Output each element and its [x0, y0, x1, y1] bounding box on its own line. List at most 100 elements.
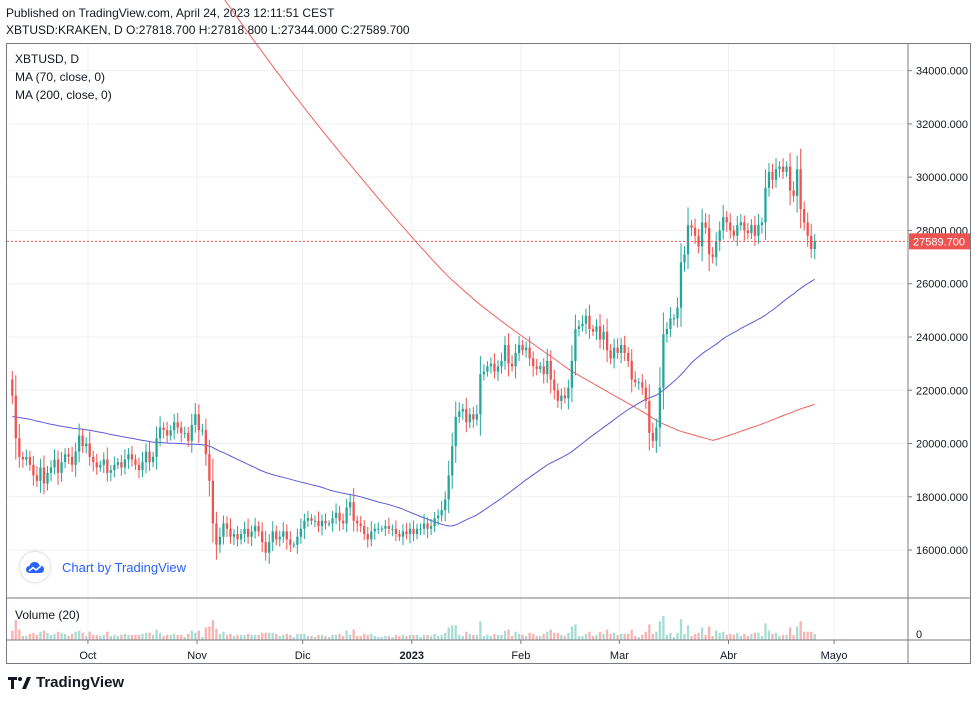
- volume-bar: [320, 634, 324, 640]
- volume-bar: [507, 629, 510, 640]
- candle: [718, 221, 721, 252]
- candle: [197, 404, 200, 444]
- tradingview-watermark[interactable]: Chart by TradingView: [20, 552, 186, 582]
- candle-body: [451, 446, 454, 476]
- volume-bar: [25, 635, 28, 640]
- candle-body: [722, 217, 725, 231]
- volume-bar: [788, 627, 792, 640]
- volume-bar: [669, 632, 672, 640]
- candle-body: [141, 462, 144, 471]
- volume-bar: [778, 635, 781, 640]
- volume-bar: [408, 634, 412, 640]
- volume-bar: [42, 630, 46, 640]
- candle-body: [729, 222, 732, 231]
- candle-body: [472, 414, 475, 420]
- tradingview-logo[interactable]: TradingView: [8, 674, 124, 691]
- candle-body: [225, 523, 229, 529]
- candle: [725, 210, 728, 232]
- candle-body: [422, 523, 426, 529]
- volume-bar: [426, 634, 429, 640]
- candle: [130, 445, 134, 467]
- candle: [764, 169, 767, 240]
- candle: [570, 345, 574, 403]
- volume-bar: [679, 619, 683, 640]
- chart-symbol-title: XBTUSD, D: [15, 52, 80, 66]
- candle-body: [373, 528, 376, 532]
- candle: [394, 520, 398, 542]
- volume-bar: [704, 634, 707, 640]
- candle: [451, 432, 454, 489]
- candle: [556, 383, 559, 408]
- candle: [658, 367, 662, 447]
- candle: [686, 207, 690, 269]
- candle: [53, 449, 56, 475]
- volume-bar: [359, 635, 362, 640]
- candle-body: [655, 427, 658, 441]
- volume-bar: [549, 629, 552, 640]
- candle: [85, 437, 88, 454]
- candle: [208, 439, 211, 497]
- candle-body: [465, 408, 468, 423]
- y-tick-label: 32000.000: [916, 119, 968, 131]
- volume-bar: [503, 630, 507, 640]
- candle-body: [623, 344, 626, 353]
- candle: [472, 407, 475, 428]
- candle-body: [253, 526, 257, 532]
- candle-body: [704, 222, 707, 228]
- candle: [757, 213, 760, 244]
- volume-bar: [56, 631, 60, 640]
- candle: [81, 428, 84, 454]
- volume-bar: [158, 632, 162, 640]
- volume-bar: [380, 637, 383, 640]
- candle: [665, 321, 669, 343]
- candle: [426, 517, 429, 539]
- tradingview-logo-icon: [8, 676, 31, 689]
- candle-body: [130, 454, 134, 460]
- volume-bar: [468, 633, 471, 640]
- volume-bar: [306, 635, 310, 640]
- volume-bar: [486, 634, 489, 640]
- candle-body: [366, 534, 369, 540]
- volume-bar: [377, 637, 380, 640]
- candle: [222, 515, 225, 545]
- volume-bar: [605, 629, 609, 640]
- candle-body: [162, 427, 165, 431]
- candle: [785, 161, 788, 177]
- volume-bar: [310, 635, 313, 640]
- candle-body: [278, 536, 281, 540]
- volume-bar: [651, 633, 654, 640]
- candle-body: [679, 262, 683, 308]
- candle-body: [310, 518, 313, 521]
- volume-bar: [204, 627, 207, 640]
- volume-bar: [602, 633, 605, 640]
- candle: [602, 324, 605, 350]
- candle-body: [282, 531, 285, 537]
- volume-bar: [130, 634, 134, 640]
- volume-bar: [556, 632, 559, 640]
- candle-body: [70, 456, 74, 465]
- volume-bar: [282, 634, 285, 640]
- candle-body: [173, 422, 176, 431]
- candle-body: [718, 230, 721, 242]
- candle-body: [127, 454, 130, 460]
- volume-bar: [53, 633, 56, 640]
- candle-body: [317, 520, 320, 527]
- volume-bar: [197, 630, 200, 640]
- candle: [676, 297, 679, 328]
- volume-bar: [194, 632, 197, 640]
- candle: [704, 213, 707, 234]
- candle-body: [760, 222, 764, 226]
- volume-bar: [391, 637, 394, 640]
- volume-bar: [641, 634, 644, 640]
- volume-bar: [120, 634, 123, 640]
- candle: [106, 447, 109, 482]
- candle: [218, 527, 222, 553]
- ohlc-info: XBTUSD:KRAKEN, D O:27818.700 H:27818.800…: [6, 23, 410, 37]
- x-tick-label: Abr: [720, 650, 737, 662]
- candle: [444, 491, 447, 522]
- candle: [651, 422, 654, 448]
- volume-bar: [693, 633, 697, 640]
- candle: [313, 515, 317, 528]
- candle-body: [180, 427, 183, 433]
